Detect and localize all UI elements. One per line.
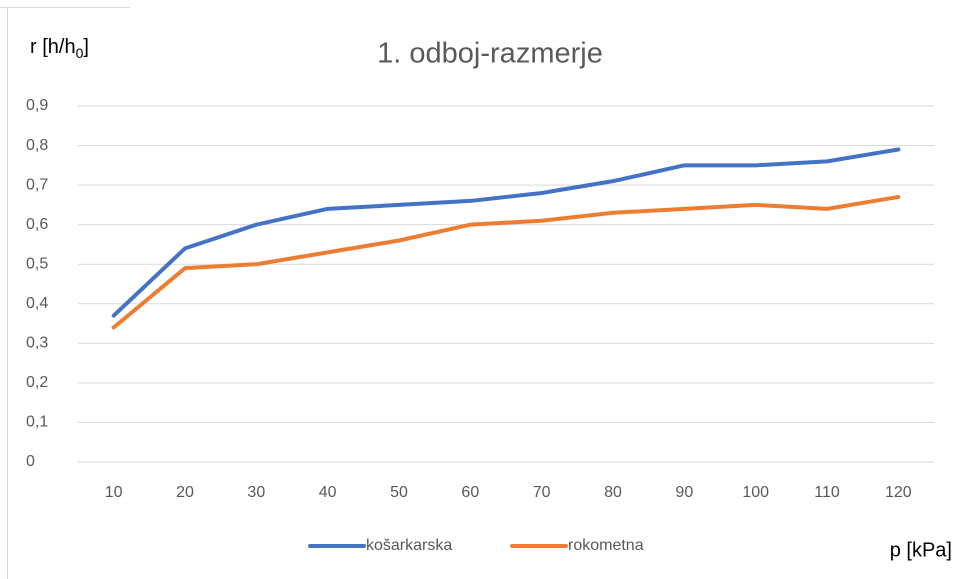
y-axis-label-subscript: 0 — [76, 45, 84, 61]
x-tick-label: 30 — [247, 484, 265, 501]
x-tick-label: 120 — [885, 484, 912, 501]
x-tick-label: 100 — [742, 484, 769, 501]
x-tick-label: 50 — [390, 484, 408, 501]
y-axis-label: r [h/h0] — [30, 36, 89, 60]
x-tick-label: 60 — [461, 484, 479, 501]
y-tick-label: 0,9 — [26, 97, 48, 114]
data-line — [111, 194, 901, 330]
y-axis-label-part: r [h/h — [30, 36, 76, 58]
y-tick-label: 0,8 — [26, 137, 48, 154]
y-tick-label: 0 — [26, 453, 35, 470]
y-tick-label: 0,7 — [26, 176, 48, 193]
chart-title: 1. odboj-razmerje — [377, 38, 603, 70]
y-tick-label: 0,1 — [26, 414, 48, 431]
x-tick-label: 70 — [533, 484, 551, 501]
y-tick-label: 0,4 — [26, 295, 48, 312]
legend-label: košarkarska — [366, 537, 452, 554]
x-axis-label: p [kPa] — [890, 539, 952, 561]
y-tick-label: 0,2 — [26, 374, 48, 391]
legend-label: rokometna — [568, 537, 644, 554]
x-tick-label: 20 — [176, 484, 194, 501]
y-tick-label: 0,5 — [26, 255, 48, 272]
x-tick-label: 80 — [604, 484, 622, 501]
x-tick-label: 90 — [675, 484, 693, 501]
x-tick-label: 10 — [105, 484, 123, 501]
data-line — [111, 147, 901, 318]
x-tick-label: 40 — [319, 484, 337, 501]
y-axis-label-part: ] — [83, 36, 89, 58]
x-tick-label: 110 — [814, 484, 840, 501]
y-tick-label: 0,6 — [26, 216, 48, 233]
y-tick-label: 0,3 — [26, 335, 48, 352]
